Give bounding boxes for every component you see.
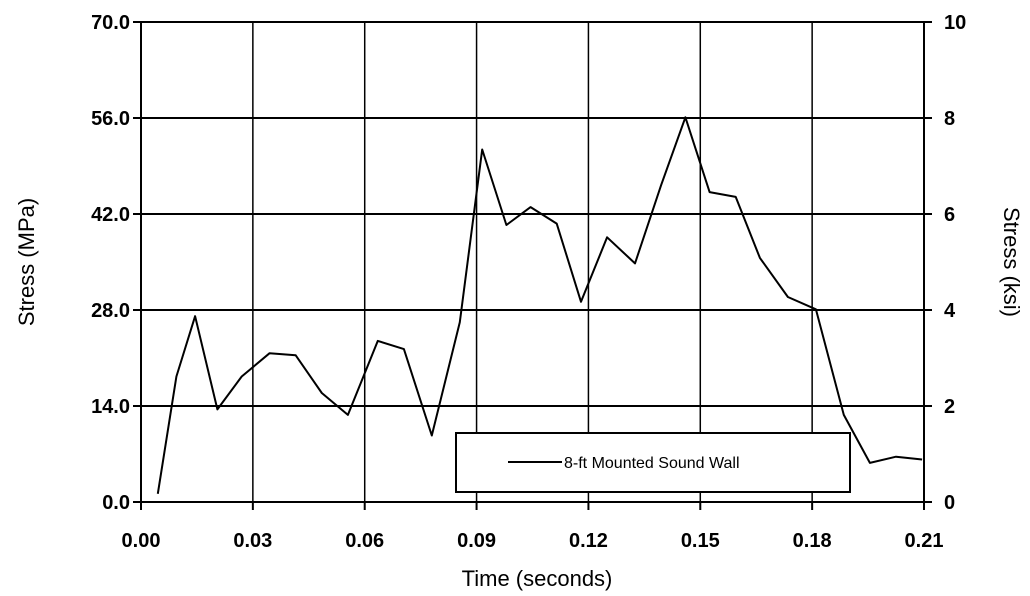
x-tick-label: 0.09 [457,530,496,552]
series-line-8ft-mounted-sound-wall [156,116,923,494]
tick-marks [133,21,932,510]
plot-frame [140,21,925,503]
x-tick-label: 0.03 [233,530,272,552]
y-tick-label: 14.0 [91,396,130,418]
y-axis-title: Stress (MPa) [14,198,39,326]
y2-tick-label: 6 [944,204,955,226]
x-tick-label: 0.06 [345,530,384,552]
y2-axis-title: Stress (ksi) [999,207,1024,317]
y2-tick-label: 0 [944,492,955,514]
y2-tick-label: 8 [944,108,955,130]
x-tick-label: 0.12 [569,530,608,552]
y-tick-label: 28.0 [91,300,130,322]
legend-label: 8-ft Mounted Sound Wall [564,455,740,472]
y-tick-label: 0.0 [102,492,130,514]
x-axis-title: Time (seconds) [462,566,613,591]
y-tick-label: 56.0 [91,108,130,130]
y2-tick-label: 2 [944,396,955,418]
x-tick-label: 0.18 [793,530,832,552]
x-tick-label: 0.15 [681,530,720,552]
y2-tick-labels: 0 2 4 6 8 10 [944,12,966,514]
y2-tick-label: 4 [944,300,956,322]
y2-tick-label: 10 [944,12,966,34]
y-tick-label: 42.0 [91,204,130,226]
x-tick-label: 0.00 [122,530,161,552]
grid-lines [141,22,924,502]
y-tick-labels: 0.0 14.0 28.0 42.0 56.0 70.0 [91,12,130,514]
x-tick-labels: 0.00 0.03 0.06 0.09 0.12 0.15 0.18 0.21 [122,530,944,552]
x-tick-label: 0.21 [905,530,944,552]
legend: 8-ft Mounted Sound Wall [455,432,851,493]
y-tick-label: 70.0 [91,12,130,34]
